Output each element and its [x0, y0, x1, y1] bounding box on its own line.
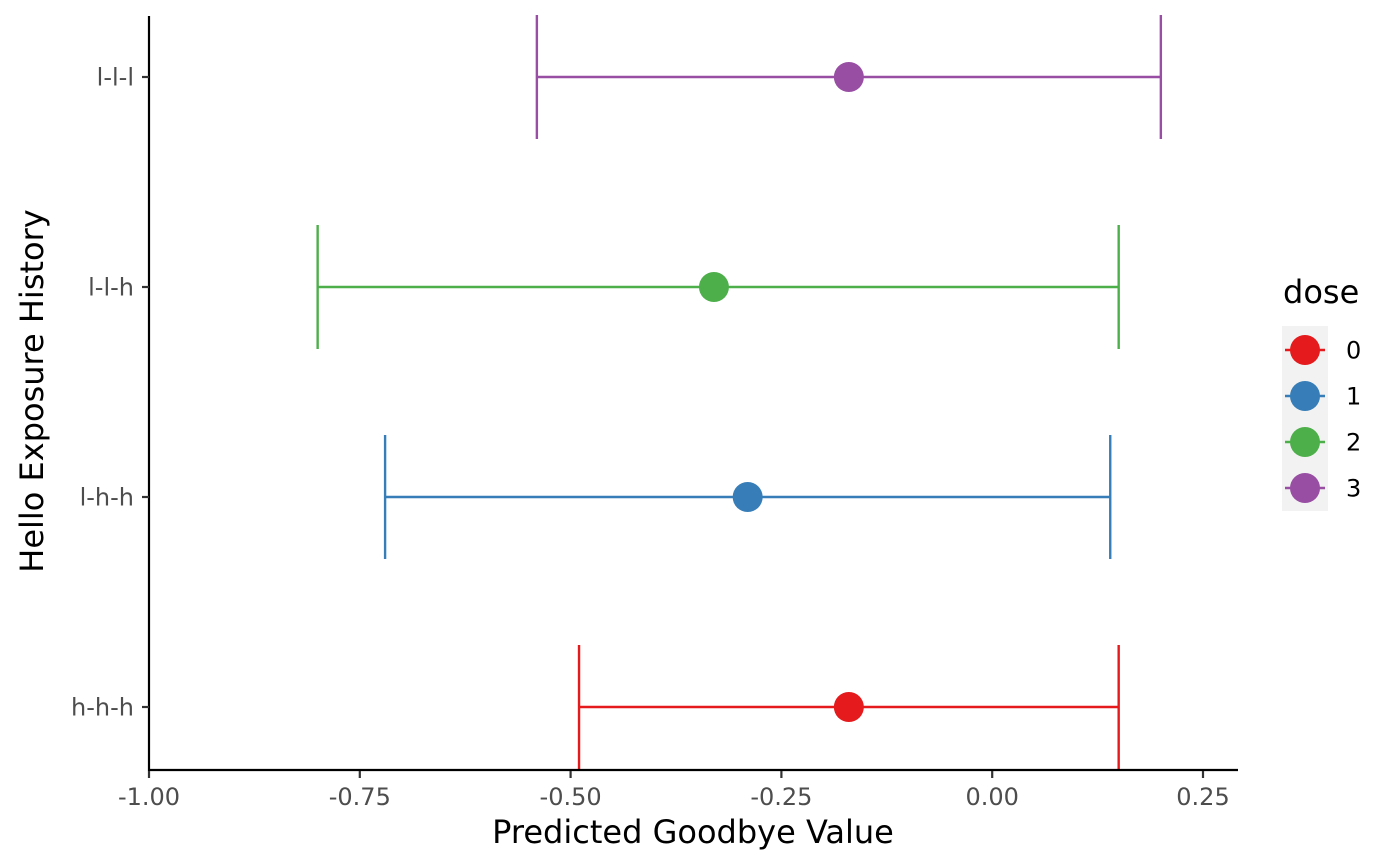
x-ticks: -1.00 -0.75 -0.50 -0.25 0.00 0.25 — [118, 771, 1230, 811]
legend-title: dose — [1283, 273, 1359, 311]
legend-label: 2 — [1346, 429, 1361, 457]
point-estimate — [698, 272, 729, 302]
legend-label: 0 — [1346, 337, 1361, 365]
legend-key-point — [1290, 427, 1320, 457]
legend-key-point — [1290, 473, 1320, 503]
legend-item-3: 3 — [1285, 473, 1361, 503]
legend-label: 1 — [1346, 383, 1361, 411]
y-axis-title: Hello Exposure History — [13, 209, 51, 572]
legend-item-0: 0 — [1285, 335, 1361, 365]
x-tick-label: -0.50 — [540, 783, 602, 811]
x-tick-label: 0.25 — [1176, 783, 1229, 811]
legend-item-2: 2 — [1285, 427, 1361, 457]
y-tick-label: l-h-h — [80, 484, 134, 512]
legend: dose 0 1 2 3 — [1282, 273, 1361, 511]
errorbar-dose-2 — [316, 225, 1120, 349]
errorbar-dose-3 — [535, 15, 1163, 139]
point-estimate — [732, 482, 763, 512]
errorbar-dose-0 — [577, 645, 1120, 769]
chart-marks — [316, 15, 1163, 769]
x-tick-label: -0.75 — [329, 783, 391, 811]
legend-key-point — [1290, 335, 1320, 365]
errorbar-dose-1 — [383, 435, 1112, 559]
y-tick-label: l-l-h — [88, 274, 134, 302]
x-axis-title: Predicted Goodbye Value — [492, 813, 894, 851]
point-estimate — [833, 62, 864, 92]
point-estimate — [833, 692, 864, 722]
axes — [147, 16, 1238, 772]
x-tick-label: 0.00 — [965, 783, 1018, 811]
y-tick-label: l-l-l — [97, 64, 134, 92]
x-tick-label: -1.00 — [118, 783, 180, 811]
legend-item-1: 1 — [1285, 381, 1361, 411]
y-ticks: h-h-h l-h-h l-l-h l-l-l — [71, 64, 149, 722]
legend-key-point — [1290, 381, 1320, 411]
y-tick-label: h-h-h — [71, 694, 134, 722]
x-tick-label: -0.25 — [750, 783, 812, 811]
legend-label: 3 — [1346, 475, 1361, 503]
